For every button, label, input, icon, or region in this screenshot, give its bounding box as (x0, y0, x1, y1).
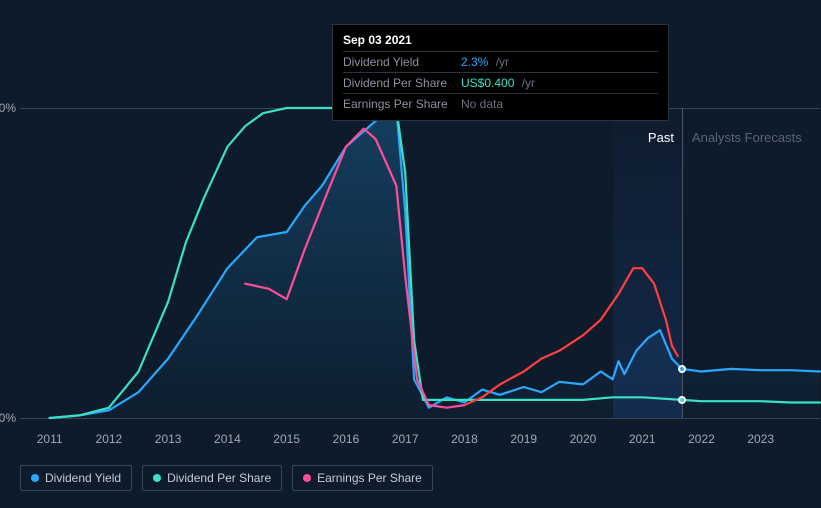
tooltip-row-value: 2.3% /yr (461, 55, 509, 69)
marker-dot (678, 396, 686, 404)
tooltip-row-unit: /yr (492, 55, 509, 69)
legend-item[interactable]: Dividend Per Share (142, 465, 282, 491)
tooltip-row-label: Dividend Per Share (343, 76, 461, 90)
tooltip-row-value: US$0.400 /yr (461, 76, 535, 90)
legend-item[interactable]: Dividend Yield (20, 465, 132, 491)
x-tick-label: 2021 (629, 432, 656, 446)
tooltip-row: Dividend Per ShareUS$0.400 /yr (343, 72, 658, 93)
x-tick-label: 2013 (155, 432, 182, 446)
gridline-bottom (20, 418, 820, 419)
x-axis: 2011 2012 2013 2014 2015 2016 2017 2018 2019 2020… (20, 432, 820, 452)
y-tick-label: 0% (0, 411, 16, 425)
tooltip-date: Sep 03 2021 (343, 31, 658, 51)
chart-legend: Dividend Yield Dividend Per Share Earnings… (20, 465, 433, 491)
x-tick-label: 2014 (214, 432, 241, 446)
y-tick-label: 12.0% (0, 101, 16, 115)
tooltip-row-unit: /yr (518, 76, 535, 90)
x-tick-label: 2015 (273, 432, 300, 446)
x-tick-label: 2019 (510, 432, 537, 446)
legend-item[interactable]: Earnings Per Share (292, 465, 433, 491)
chart-svg (20, 108, 820, 418)
legend-dot-icon (303, 474, 311, 482)
tooltip-row-value: No data (461, 97, 503, 111)
tooltip-row-label: Dividend Yield (343, 55, 461, 69)
legend-dot-icon (153, 474, 161, 482)
legend-label: Earnings Per Share (317, 471, 422, 485)
x-tick-label: 2012 (96, 432, 123, 446)
legend-dot-icon (31, 474, 39, 482)
x-tick-label: 2020 (570, 432, 597, 446)
chart-tooltip: Sep 03 2021 Dividend Yield2.3% /yrDivide… (332, 24, 669, 121)
legend-label: Dividend Per Share (167, 471, 271, 485)
tooltip-row: Dividend Yield2.3% /yr (343, 51, 658, 72)
forecast-label: Analysts Forecasts (692, 130, 802, 145)
marker-dot (678, 365, 686, 373)
x-tick-label: 2016 (333, 432, 360, 446)
x-tick-label: 2011 (37, 432, 63, 446)
x-tick-label: 2023 (747, 432, 774, 446)
dividend-chart: Past Analysts Forecasts (20, 108, 820, 418)
tooltip-row-label: Earnings Per Share (343, 97, 461, 111)
past-label: Past (648, 130, 674, 145)
legend-label: Dividend Yield (45, 471, 121, 485)
x-tick-label: 2017 (392, 432, 419, 446)
x-tick-label: 2022 (688, 432, 715, 446)
x-tick-label: 2018 (451, 432, 478, 446)
tooltip-row: Earnings Per ShareNo data (343, 93, 658, 114)
